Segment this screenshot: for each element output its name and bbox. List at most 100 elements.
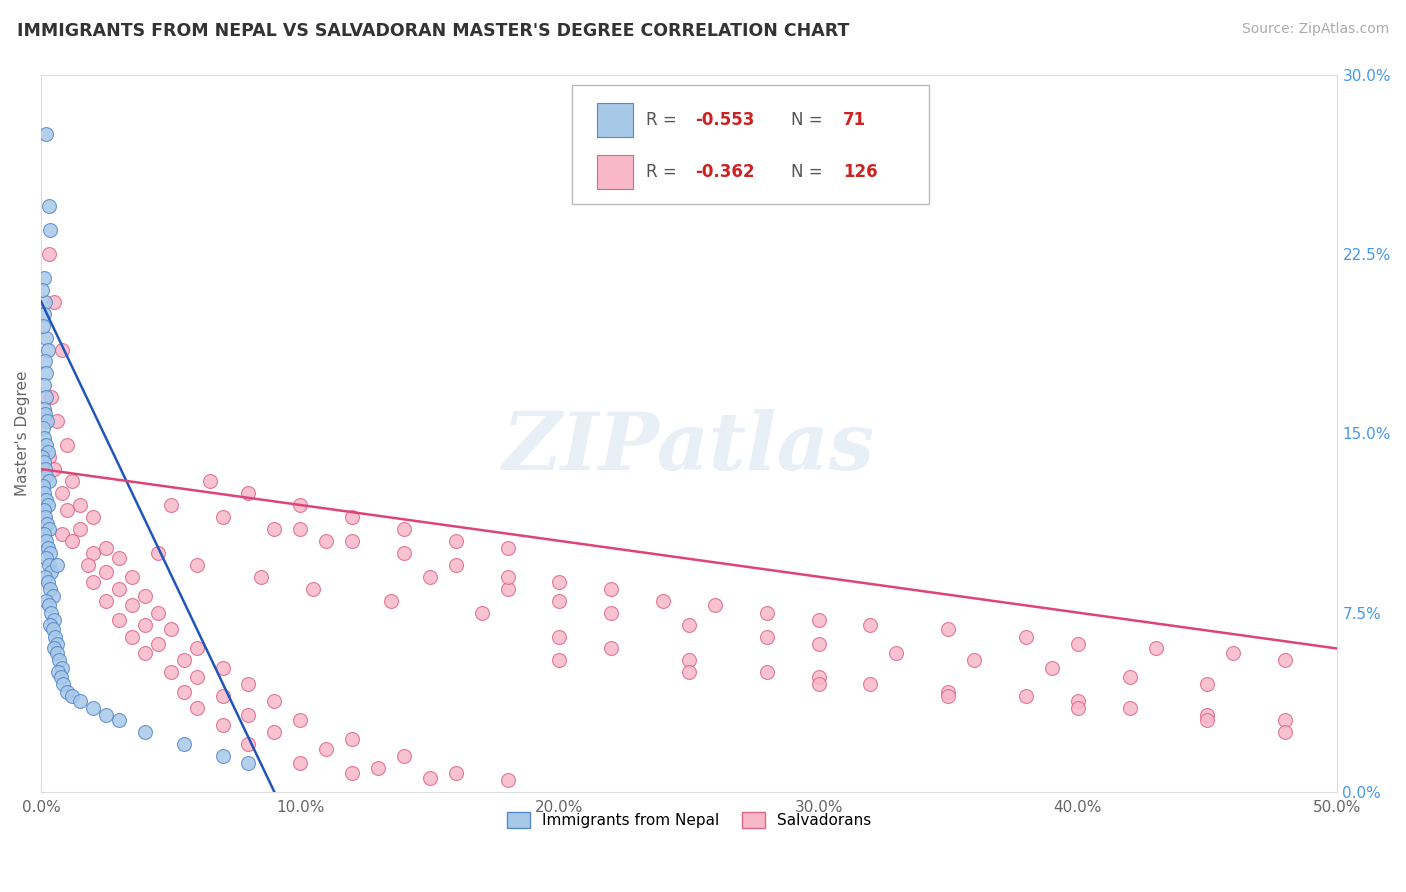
Point bbox=[45, 637, 67, 651]
Point bbox=[35, 128, 58, 142]
Point bbox=[32, 307, 55, 321]
Point bbox=[32, 378, 55, 392]
Point bbox=[290, 498, 312, 512]
Point bbox=[211, 718, 233, 732]
Point bbox=[42, 462, 65, 476]
Point bbox=[859, 677, 882, 691]
Point bbox=[1197, 677, 1219, 691]
Point bbox=[94, 565, 117, 579]
Point bbox=[159, 665, 181, 680]
Point bbox=[82, 701, 104, 715]
Point bbox=[963, 653, 986, 667]
Point bbox=[42, 623, 65, 637]
Point bbox=[108, 582, 131, 596]
Point bbox=[37, 498, 59, 512]
Point bbox=[496, 772, 519, 787]
Point bbox=[211, 749, 233, 764]
FancyBboxPatch shape bbox=[598, 103, 633, 137]
Point bbox=[35, 330, 58, 344]
Point bbox=[471, 606, 494, 620]
Point bbox=[45, 646, 67, 660]
Point bbox=[315, 742, 337, 756]
Point bbox=[1222, 646, 1244, 660]
Point bbox=[42, 294, 65, 309]
Text: R =: R = bbox=[647, 111, 682, 129]
Y-axis label: Master's Degree: Master's Degree bbox=[15, 370, 30, 496]
Point bbox=[41, 390, 63, 404]
Point bbox=[69, 522, 91, 536]
Point bbox=[159, 498, 181, 512]
Point bbox=[38, 450, 60, 465]
Point bbox=[94, 593, 117, 607]
Point bbox=[263, 522, 285, 536]
Point bbox=[35, 493, 58, 508]
Point bbox=[38, 522, 60, 536]
Point bbox=[1197, 713, 1219, 727]
Point bbox=[419, 570, 441, 584]
Point bbox=[108, 713, 131, 727]
Point bbox=[35, 533, 58, 548]
Point bbox=[652, 593, 675, 607]
Text: N =: N = bbox=[792, 111, 828, 129]
Point bbox=[32, 421, 55, 435]
Point bbox=[1274, 725, 1296, 739]
Point bbox=[392, 749, 415, 764]
Point bbox=[936, 623, 959, 637]
Legend: Immigrants from Nepal, Salvadorans: Immigrants from Nepal, Salvadorans bbox=[501, 806, 877, 835]
Point bbox=[340, 533, 363, 548]
Point bbox=[32, 431, 55, 445]
Point bbox=[37, 574, 59, 589]
Point bbox=[211, 660, 233, 674]
Point bbox=[807, 637, 830, 651]
Point bbox=[186, 670, 208, 684]
Point bbox=[703, 599, 725, 613]
Point bbox=[35, 390, 58, 404]
Point bbox=[1067, 701, 1090, 715]
Point bbox=[32, 270, 55, 285]
Point bbox=[548, 653, 571, 667]
Point bbox=[35, 517, 58, 532]
Point bbox=[548, 630, 571, 644]
Point bbox=[35, 367, 58, 381]
Point bbox=[38, 474, 60, 488]
Point bbox=[34, 462, 56, 476]
Text: Source: ZipAtlas.com: Source: ZipAtlas.com bbox=[1241, 22, 1389, 37]
Point bbox=[807, 613, 830, 627]
Point bbox=[69, 498, 91, 512]
Text: N =: N = bbox=[792, 163, 828, 181]
Point bbox=[44, 630, 66, 644]
Point bbox=[807, 670, 830, 684]
Point bbox=[290, 713, 312, 727]
Text: IMMIGRANTS FROM NEPAL VS SALVADORAN MASTER'S DEGREE CORRELATION CHART: IMMIGRANTS FROM NEPAL VS SALVADORAN MAST… bbox=[17, 22, 849, 40]
Point bbox=[34, 354, 56, 368]
Point bbox=[34, 510, 56, 524]
Point bbox=[60, 690, 83, 704]
Point bbox=[42, 589, 65, 603]
Point bbox=[31, 450, 53, 465]
Point bbox=[1274, 653, 1296, 667]
Point bbox=[32, 318, 55, 333]
Text: -0.553: -0.553 bbox=[696, 111, 755, 129]
Point bbox=[108, 550, 131, 565]
FancyBboxPatch shape bbox=[598, 155, 633, 189]
Point bbox=[94, 708, 117, 723]
Point bbox=[51, 486, 73, 500]
Point bbox=[238, 708, 260, 723]
Point bbox=[1197, 708, 1219, 723]
Point bbox=[35, 469, 58, 483]
Point bbox=[290, 522, 312, 536]
Point bbox=[548, 593, 571, 607]
Point bbox=[32, 486, 55, 500]
Point bbox=[186, 558, 208, 572]
Point bbox=[37, 445, 59, 459]
Point bbox=[48, 653, 70, 667]
Point bbox=[173, 684, 195, 698]
Point bbox=[60, 474, 83, 488]
Point bbox=[38, 199, 60, 213]
Point bbox=[45, 558, 67, 572]
Point bbox=[186, 701, 208, 715]
Point bbox=[1067, 637, 1090, 651]
Point bbox=[250, 570, 273, 584]
Point bbox=[34, 407, 56, 421]
Point bbox=[600, 641, 623, 656]
